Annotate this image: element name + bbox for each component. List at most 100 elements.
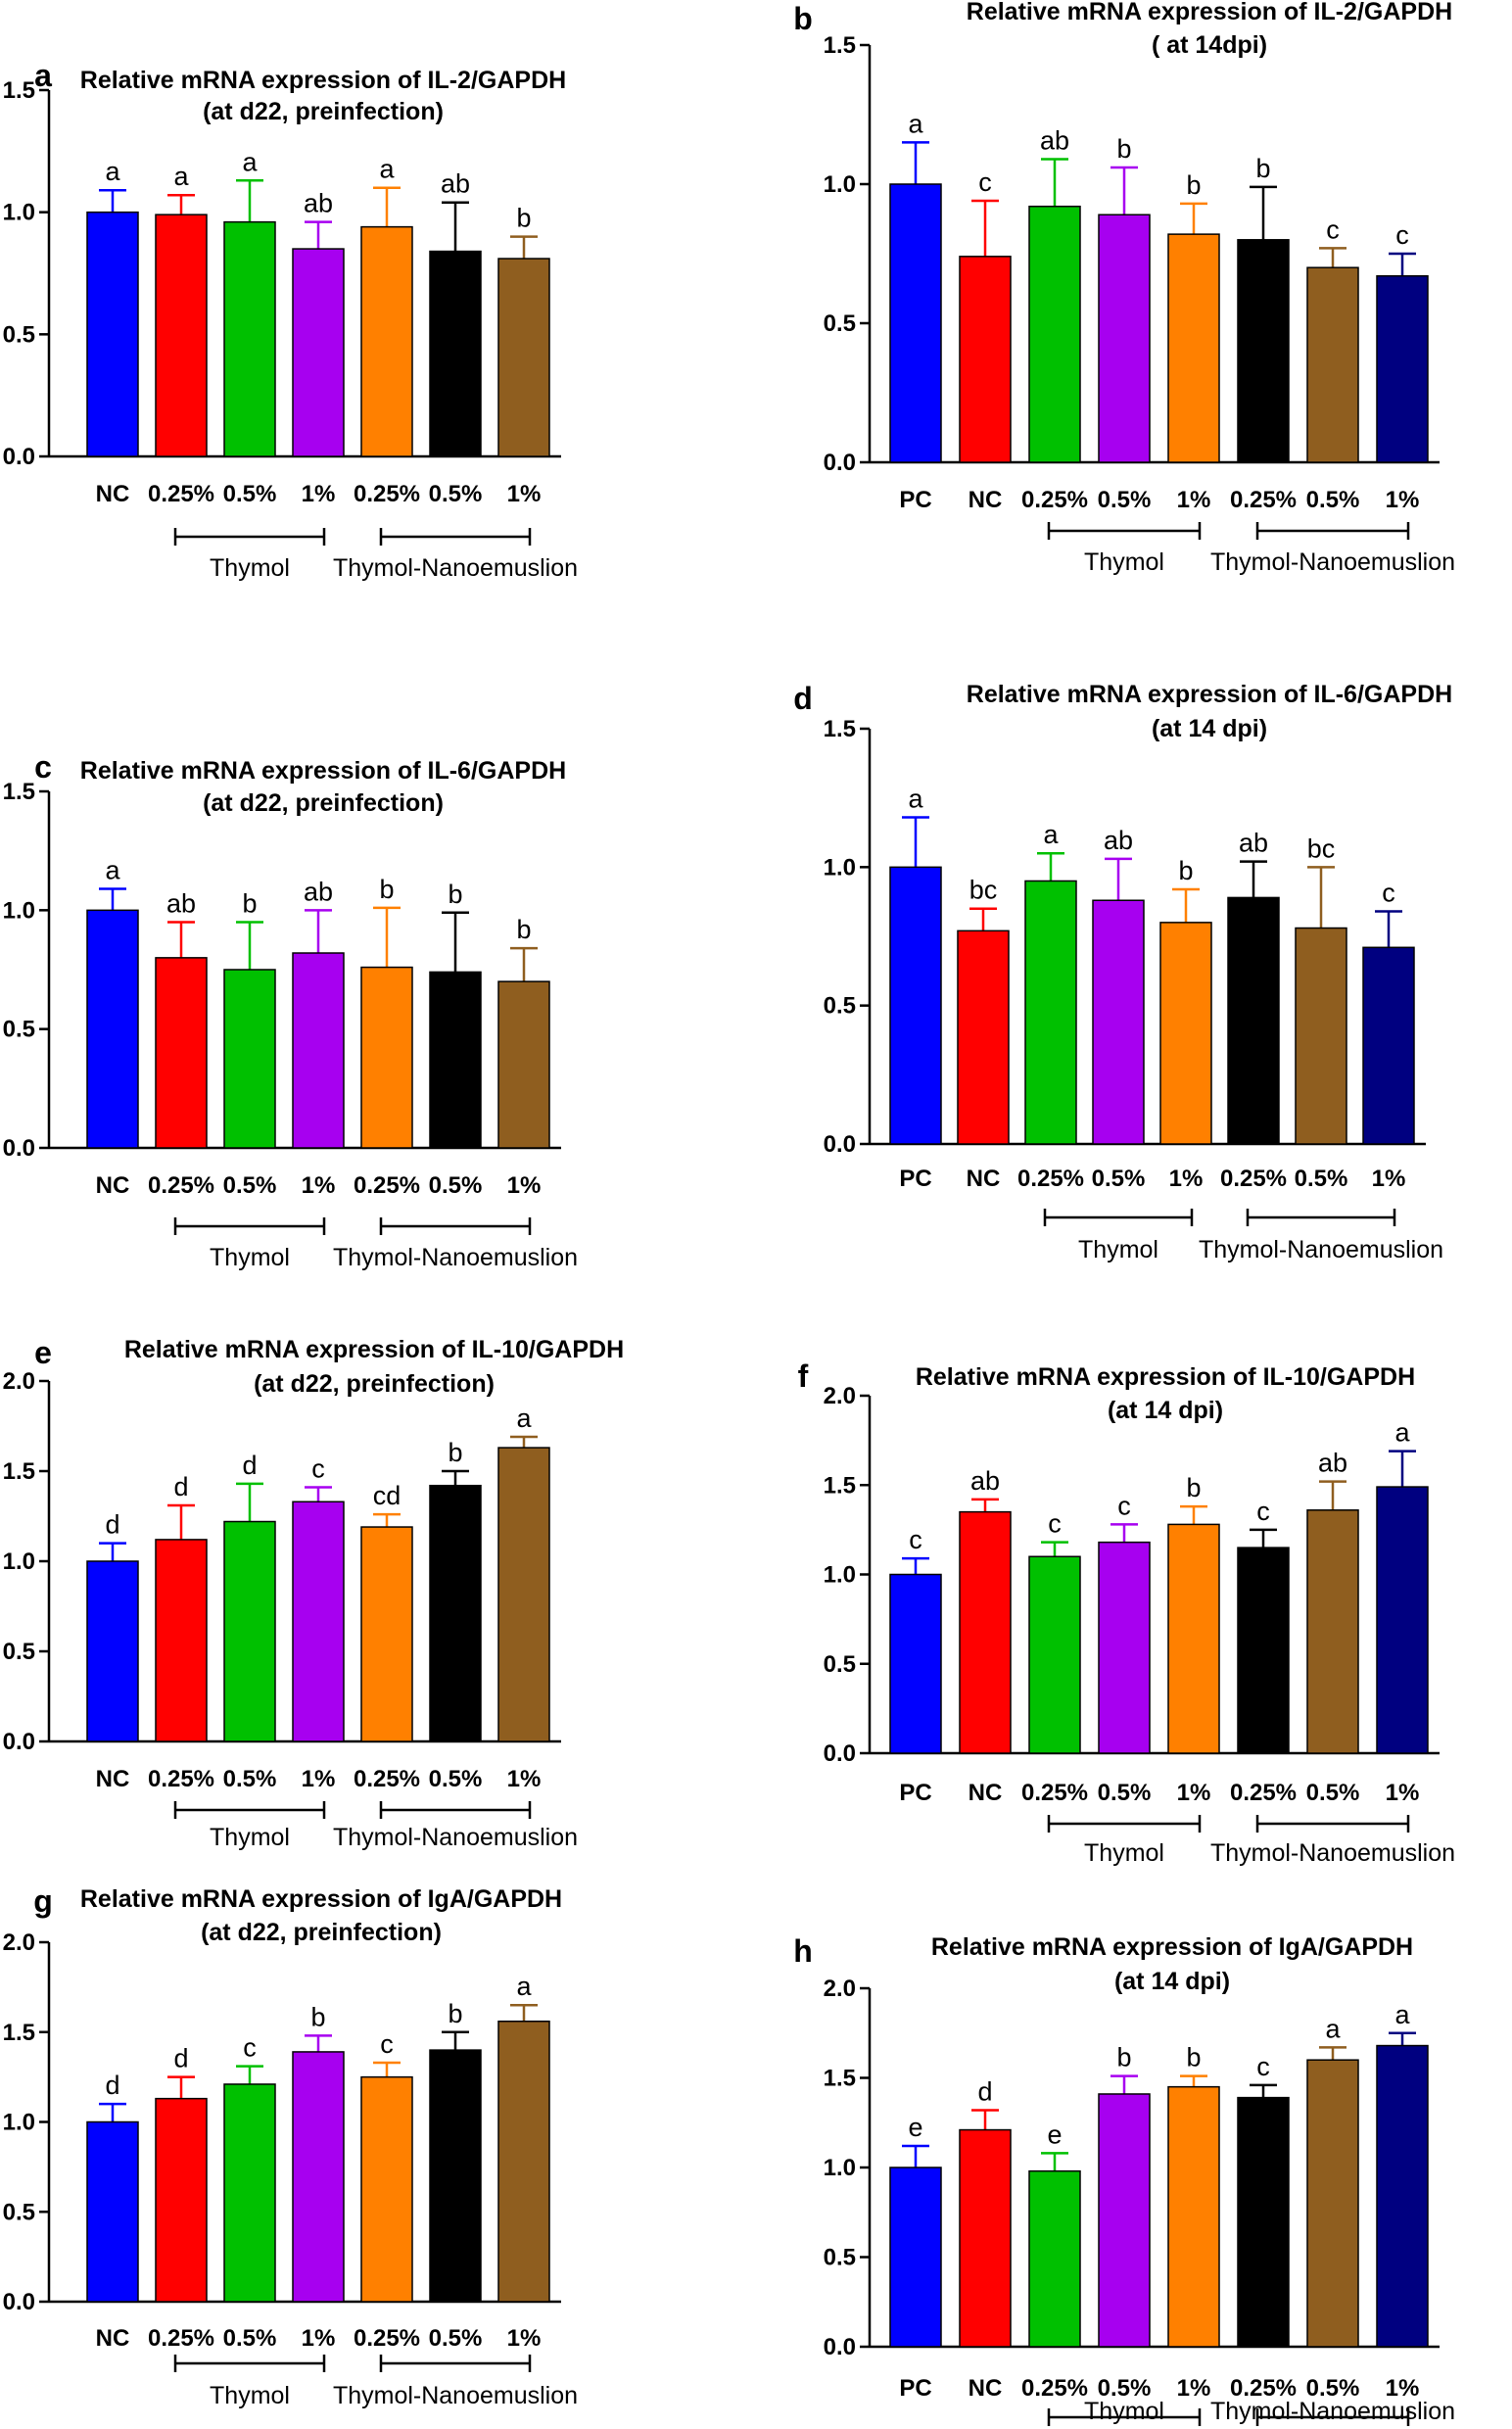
- bar-1%: [497, 258, 550, 457]
- bar-PC: [889, 2167, 942, 2348]
- significance-letter: d: [173, 2044, 188, 2073]
- bar-NC: [959, 2128, 1012, 2348]
- panel-label: d: [793, 681, 813, 716]
- category-label: 0.25%: [1230, 487, 1297, 513]
- category-label: 0.25%: [148, 1766, 214, 1792]
- group-label: Thymol-Nanoemuslion: [1210, 2398, 1455, 2425]
- category-label: 0.5%: [1098, 2375, 1152, 2402]
- bar-0.5%: [1306, 2059, 1359, 2348]
- y-tick-label: 1.5: [824, 2066, 856, 2092]
- significance-letter: b: [1178, 856, 1193, 885]
- category-label: 1%: [1372, 1166, 1406, 1192]
- bar-0.5%: [223, 2083, 276, 2303]
- bar-NC: [959, 256, 1012, 463]
- significance-letter: b: [242, 888, 257, 918]
- bar-1%: [292, 1500, 345, 1742]
- bar-0.25%: [1237, 1547, 1290, 1754]
- significance-letter: ab: [1318, 1449, 1347, 1478]
- group-label: Thymol-Nanoemuslion: [333, 1824, 578, 1851]
- significance-letter: c: [978, 167, 992, 197]
- bar-0.25%: [1028, 2169, 1081, 2348]
- category-label: 1%: [1386, 1780, 1420, 1806]
- significance-letter: b: [516, 204, 531, 233]
- bar-0.5%: [223, 1520, 276, 1742]
- significance-letter: d: [173, 1472, 188, 1501]
- category-label: PC: [899, 1780, 931, 1806]
- chart-title-line-1: Relative mRNA expression of IL-10/GAPDH: [124, 1336, 624, 1363]
- y-tick-label: 0.0: [3, 1729, 35, 1755]
- category-label: 0.5%: [1098, 487, 1152, 513]
- group-label: Thymol-Nanoemuslion: [333, 1244, 578, 1271]
- significance-letter: a: [516, 1972, 532, 2001]
- significance-letter: c: [1256, 2052, 1270, 2081]
- significance-letter: a: [1394, 1418, 1410, 1448]
- category-label: 1%: [507, 1766, 542, 1792]
- category-label: 0.5%: [1306, 487, 1360, 513]
- bar-1%: [497, 2020, 550, 2303]
- bar-0.5%: [1092, 899, 1145, 1145]
- significance-letter: ab: [304, 877, 333, 906]
- bar-0.25%: [1237, 2096, 1290, 2348]
- y-tick-label: 0.0: [3, 1135, 35, 1162]
- bar-0.5%: [1098, 214, 1151, 463]
- significance-letter: a: [1043, 820, 1059, 849]
- y-tick-label: 1.0: [3, 2110, 35, 2136]
- bar-1%: [1376, 1486, 1429, 1754]
- category-label: 0.25%: [354, 2325, 420, 2352]
- category-label: 0.5%: [1306, 2375, 1360, 2402]
- bar-0.5%: [429, 1484, 482, 1742]
- significance-letter: a: [173, 162, 189, 191]
- bar-1%: [1167, 2085, 1220, 2348]
- category-label: 1%: [507, 481, 542, 507]
- category-label: NC: [967, 1166, 1001, 1192]
- y-tick-label: 0.5: [824, 993, 856, 1020]
- chart-title-line-1: Relative mRNA expression of IL-6/GAPDH: [80, 757, 566, 785]
- bar-NC: [959, 1510, 1012, 1754]
- category-label: NC: [96, 481, 130, 507]
- chart-title-line-1: Relative mRNA expression of IL-10/GAPDH: [916, 1363, 1415, 1391]
- significance-letter: c: [1256, 1497, 1270, 1526]
- panel-label: b: [793, 1, 813, 36]
- bar-0.25%: [155, 2097, 208, 2303]
- category-label: 1%: [1386, 2375, 1420, 2402]
- y-tick-label: 1.0: [824, 171, 856, 198]
- significance-letter: a: [105, 855, 120, 884]
- chart-panel-b: b Relative mRNA expression of IL-2/GAPDH (…: [793, 0, 1455, 576]
- y-tick-label: 1.0: [3, 1548, 35, 1575]
- y-tick-label: 1.0: [824, 854, 856, 881]
- category-label: 1%: [302, 481, 336, 507]
- bar-NC: [86, 909, 139, 1149]
- bar-0.25%: [1028, 1555, 1081, 1754]
- y-tick-label: 0.0: [3, 2289, 35, 2315]
- significance-letter: c: [1117, 1491, 1131, 1520]
- bar-1%: [497, 1447, 550, 1742]
- y-tick-label: 1.0: [3, 897, 35, 924]
- significance-letter: d: [105, 2071, 119, 2100]
- category-label: NC: [96, 1172, 130, 1199]
- category-label: NC: [969, 2375, 1003, 2402]
- group-label: Thymol: [210, 1244, 290, 1271]
- bar-1%: [1167, 233, 1220, 463]
- group-label: Thymol-Nanoemuslion: [1199, 1236, 1443, 1263]
- y-tick-label: 1.5: [824, 1472, 856, 1499]
- bar-PC: [889, 866, 942, 1145]
- chart-title-line-1: Relative mRNA expression of IgA/GAPDH: [80, 1885, 562, 1913]
- chart-panel-c: c Relative mRNA expression of IL-6/GAPDH (…: [3, 749, 578, 1271]
- bar-1%: [1167, 1523, 1220, 1754]
- significance-letter: c: [1326, 214, 1340, 244]
- panel-label: e: [34, 1335, 52, 1370]
- category-label: 0.25%: [148, 1172, 214, 1199]
- category-label: 0.25%: [354, 1172, 420, 1199]
- significance-letter: c: [1395, 220, 1409, 250]
- category-label: 1%: [1169, 1166, 1204, 1192]
- chart-panel-a: a Relative mRNA expression of IL-2/GAPDH (…: [3, 58, 578, 582]
- chart-panel-e: e Relative mRNA expression of IL-10/GAPDH…: [3, 1335, 625, 1851]
- chart-panel-h: h Relative mRNA expression of IgA/GAPDH (a…: [793, 1933, 1455, 2426]
- significance-letter: b: [1186, 1473, 1201, 1502]
- bar-NC: [86, 211, 139, 457]
- chart-panel-g: g Relative mRNA expression of IgA/GAPDH (a…: [3, 1883, 578, 2409]
- category-label: 1%: [1386, 487, 1420, 513]
- y-tick-label: 1.5: [824, 32, 856, 59]
- category-label: 1%: [302, 1172, 336, 1199]
- bar-0.25%: [155, 1539, 208, 1742]
